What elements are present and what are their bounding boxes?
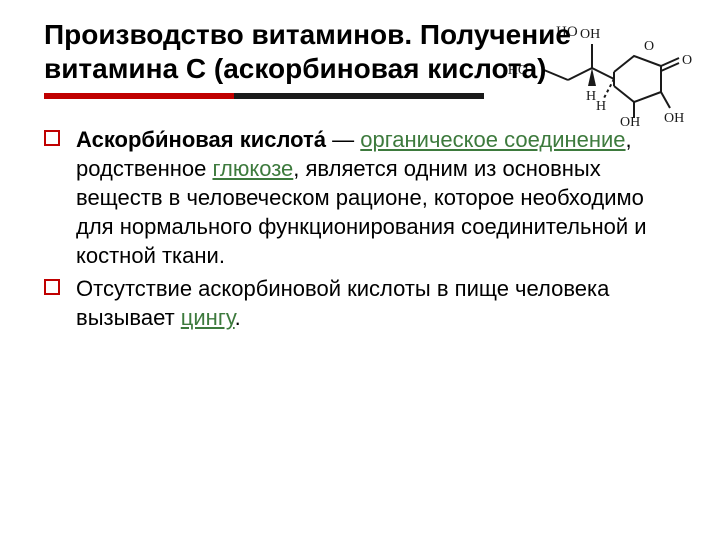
- bullet-icon: [44, 279, 60, 295]
- term-bold: Аскорби́новая кислота́: [76, 127, 326, 152]
- slide: HO OH O O OH OH H H HO Производство вита…: [0, 0, 720, 540]
- link-scurvy[interactable]: цингу: [181, 305, 235, 330]
- link-organic-compound[interactable]: органическое соединение: [360, 127, 625, 152]
- chem-label-h-1: H: [596, 99, 606, 114]
- chem-label-o-carbonyl: O: [682, 53, 692, 68]
- chem-label-oh-3: OH: [664, 111, 684, 126]
- list-item: Аскорби́новая кислота́ — органическое со…: [44, 125, 676, 270]
- link-glucose[interactable]: глюкозе: [212, 156, 293, 181]
- text-run: .: [235, 305, 241, 330]
- bullet-icon: [44, 130, 60, 146]
- list-item: Отсутствие аскорбиновой кислоты в пище ч…: [44, 274, 676, 332]
- body-list: Аскорби́новая кислота́ — органическое со…: [44, 125, 676, 332]
- title-block: Производство витаминов. Получение витами…: [44, 18, 676, 97]
- text-run: —: [326, 127, 360, 152]
- text-run: Отсутствие аскорбиновой кислоты в пище ч…: [76, 276, 609, 330]
- page-title: Производство витаминов. Получение витами…: [44, 18, 676, 85]
- title-underline-red: [44, 93, 234, 99]
